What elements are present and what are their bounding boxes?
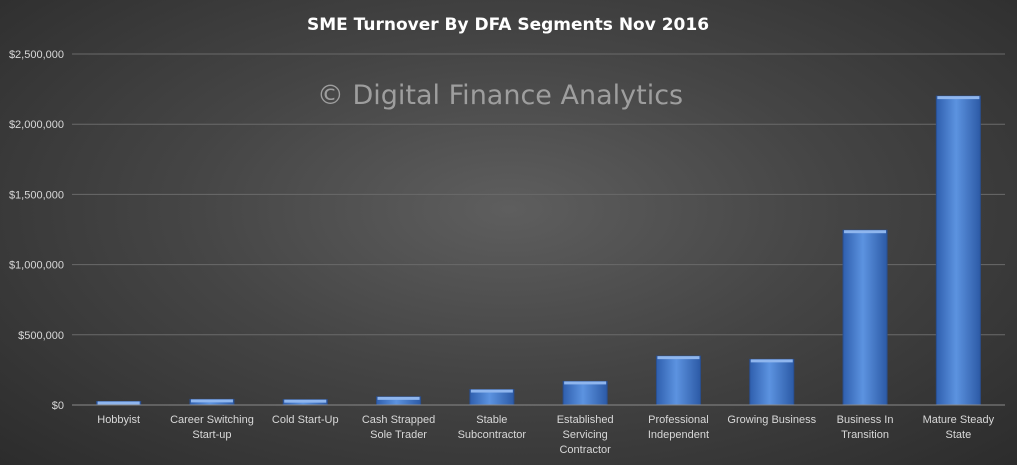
bar-top-highlight xyxy=(657,356,700,360)
y-tick-label: $500,000 xyxy=(18,330,64,342)
y-tick-label: $1,500,000 xyxy=(9,189,64,201)
y-tick-label: $1,000,000 xyxy=(9,260,64,272)
bar xyxy=(562,380,608,406)
x-tick-label: Career Switching Start-up xyxy=(170,414,254,441)
bar-top-highlight xyxy=(190,399,233,403)
y-axis-ticks: $0 $500,000 $1,000,000 $1,500,000 $2,000,000… xyxy=(9,49,64,412)
bar-top-highlight xyxy=(470,389,513,393)
bar-top-highlight xyxy=(377,396,420,400)
bar-top-highlight xyxy=(284,399,327,403)
watermark: © Digital Finance Analytics xyxy=(317,80,683,111)
bar xyxy=(842,229,888,406)
x-tick-label: Established Servicing Contractor xyxy=(557,414,614,456)
x-tick-label: Growing Business xyxy=(727,414,816,426)
bar-top-highlight xyxy=(97,401,140,405)
y-tick-label: $2,500,000 xyxy=(9,49,64,61)
x-tick-label: Cold Start-Up xyxy=(272,414,339,426)
bar xyxy=(749,358,795,406)
bar xyxy=(655,355,701,406)
chart-title: SME Turnover By DFA Segments Nov 2016 xyxy=(307,15,709,35)
bar-top-highlight xyxy=(937,96,980,100)
x-axis-ticks: Hobbyist Career Switching Start-up Cold Sta… xyxy=(97,414,994,456)
bar xyxy=(935,95,981,406)
x-tick-label: Mature Steady State xyxy=(923,414,995,441)
bars xyxy=(96,95,981,406)
y-tick-label: $0 xyxy=(52,400,64,412)
bar-top-highlight xyxy=(564,381,607,385)
bar-top-highlight xyxy=(844,230,887,234)
y-tick-label: $2,000,000 xyxy=(9,119,64,131)
x-tick-label: Hobbyist xyxy=(97,414,140,426)
x-tick-label: Stable Subcontractor xyxy=(458,414,527,441)
bar-top-highlight xyxy=(750,359,793,363)
x-tick-label: Professional Independent xyxy=(648,414,709,441)
x-tick-label: Cash Strapped Sole Trader xyxy=(362,414,435,441)
x-tick-label: Business In Transition xyxy=(837,414,894,441)
